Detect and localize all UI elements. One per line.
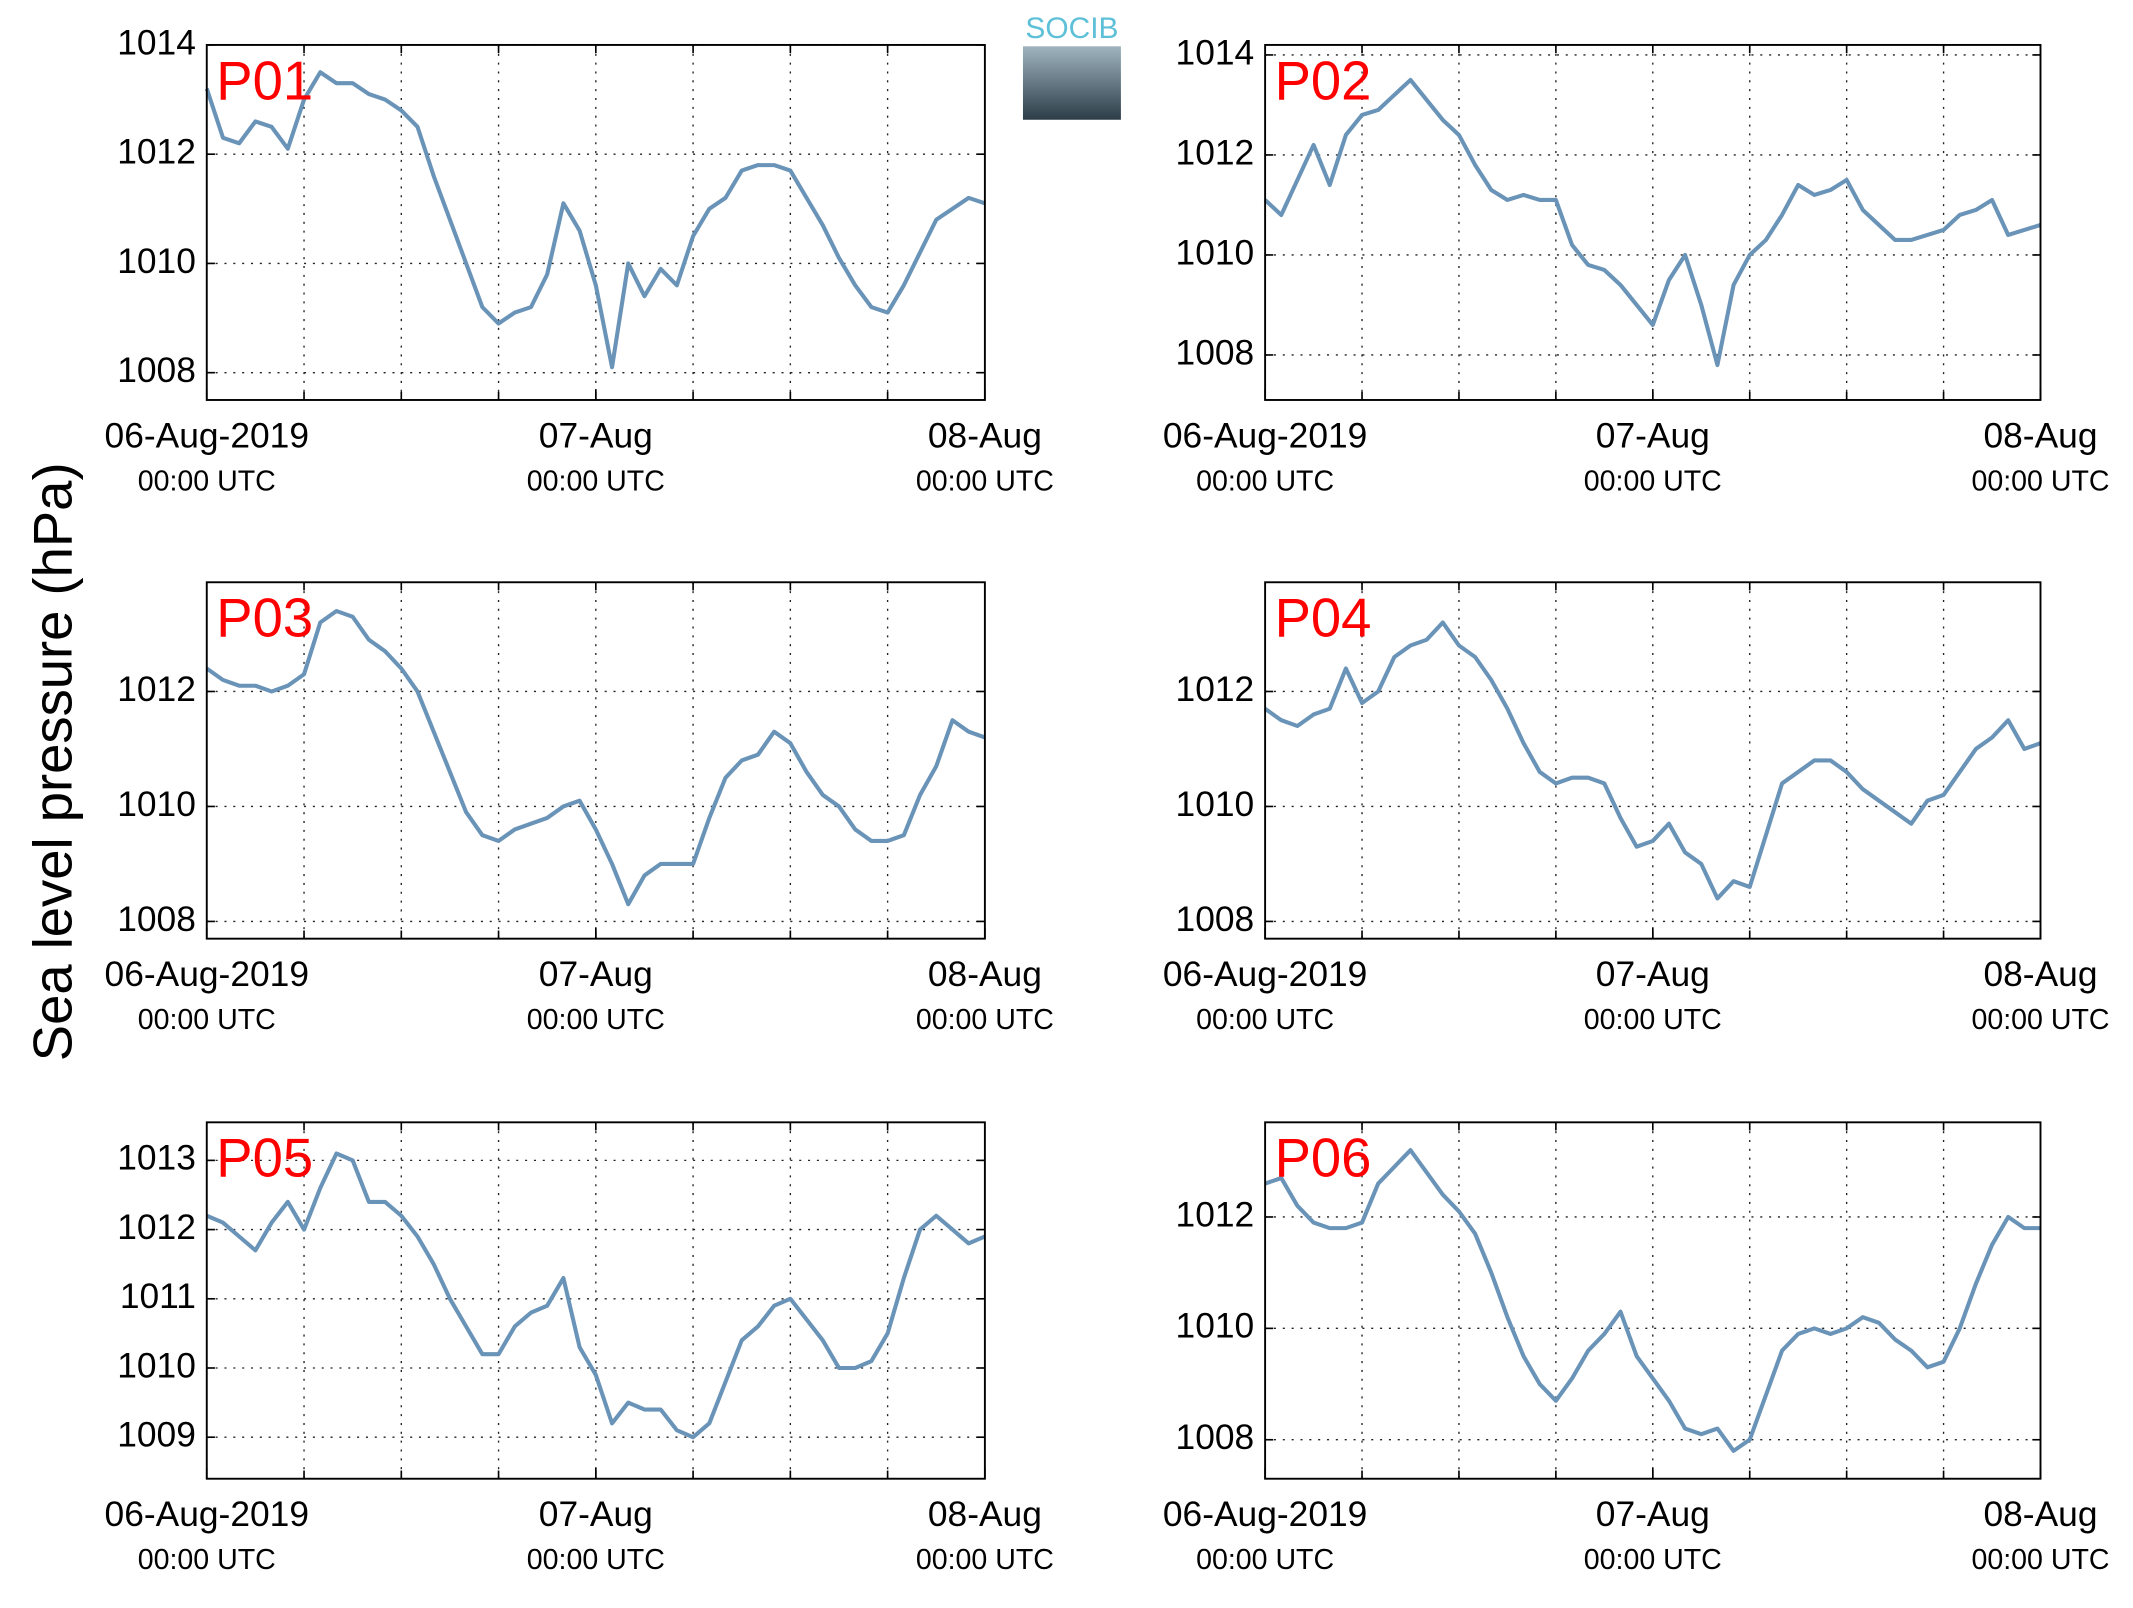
y-tick-label: 1010: [1176, 785, 1255, 824]
data-line: [205, 608, 986, 907]
x-tick-sublabel: 00:00 UTC: [1584, 1544, 1722, 1576]
panel-title: P05: [216, 1128, 313, 1189]
data-line: [205, 1151, 986, 1440]
x-tick-sublabel: 00:00 UTC: [916, 466, 1054, 498]
y-tick-label: 1008: [117, 900, 196, 939]
y-tick-label: 1010: [117, 1346, 196, 1385]
panel: 1009 1010 1011 1012 1013 06-Aug-2019 00:00 UTC…: [105, 1121, 1054, 1576]
x-tick-label: 06-Aug-2019: [105, 1495, 309, 1534]
y-tick-label: 1010: [1176, 233, 1255, 272]
x-tick-sublabel: 00:00 UTC: [1971, 1544, 2109, 1576]
x-tick-sublabel: 00:00 UTC: [1971, 466, 2109, 498]
x-tick-label: 08-Aug: [1983, 416, 2097, 455]
x-tick-label: 07-Aug: [1596, 955, 1710, 994]
panel-title: P01: [216, 50, 313, 111]
x-tick-sublabel: 00:00 UTC: [916, 1004, 1054, 1036]
panel: 1008 1010 1012 1014 06-Aug-2019 00:00 UTC 07-A…: [1163, 33, 2110, 497]
x-tick-sublabel: 00:00 UTC: [1971, 1004, 2109, 1036]
x-tick-label: 07-Aug: [1596, 1495, 1710, 1534]
panel: 1008 1010 1012 06-Aug-2019 00:00 UTC 07-Aug 00…: [1163, 581, 2110, 1036]
x-tick-label: 06-Aug-2019: [105, 416, 309, 455]
x-tick-label: 06-Aug-2019: [1163, 955, 1367, 994]
x-tick-label: 08-Aug: [928, 416, 1042, 455]
y-tick-label: 1012: [117, 1208, 196, 1247]
y-tick-label: 1013: [117, 1139, 196, 1178]
panel-title: P02: [1275, 50, 1372, 111]
x-tick-sublabel: 00:00 UTC: [1196, 466, 1334, 498]
plot-frame: [1264, 1121, 2042, 1480]
y-tick-label: 1009: [117, 1416, 196, 1455]
y-tick-label: 1014: [1176, 33, 1255, 72]
plot-frame: [205, 581, 986, 940]
x-tick-sublabel: 00:00 UTC: [138, 1544, 276, 1576]
x-tick-label: 06-Aug-2019: [1163, 416, 1367, 455]
plot-frame: [1264, 581, 2042, 940]
data-line: [1263, 77, 2042, 368]
x-tick-label: 06-Aug-2019: [1163, 1495, 1367, 1534]
x-tick-sublabel: 00:00 UTC: [1584, 1004, 1722, 1036]
y-tick-label: 1008: [1176, 1418, 1255, 1457]
y-tick-label: 1012: [1176, 133, 1255, 172]
y-tick-label: 1008: [1176, 900, 1255, 939]
y-tick-label: 1012: [1176, 670, 1255, 709]
plot-frame: [1264, 43, 2042, 401]
panel: 1008 1010 1012 1014 06-Aug-2019 00:00 UTC 07-A…: [105, 23, 1054, 497]
x-tick-sublabel: 00:00 UTC: [138, 466, 276, 498]
x-tick-sublabel: 00:00 UTC: [1196, 1004, 1334, 1036]
data-line: [1263, 620, 2042, 901]
data-line: [204, 70, 986, 370]
panel-title: P06: [1275, 1128, 1372, 1189]
logo: SOCIB: [1025, 12, 1118, 45]
panel: 1008 1010 1012 06-Aug-2019 00:00 UTC 07-Aug 00…: [105, 581, 1054, 1036]
y-tick-label: 1011: [120, 1277, 196, 1316]
plot-frame: [205, 1121, 986, 1480]
x-tick-label: 08-Aug: [1983, 1495, 2097, 1534]
data-line: [1264, 1148, 2041, 1453]
y-tick-label: 1010: [117, 242, 196, 281]
x-tick-label: 06-Aug-2019: [105, 955, 309, 994]
x-tick-sublabel: 00:00 UTC: [527, 1544, 665, 1576]
x-tick-sublabel: 00:00 UTC: [138, 1004, 276, 1036]
x-tick-sublabel: 00:00 UTC: [1196, 1544, 1334, 1576]
y-tick-label: 1008: [1176, 333, 1255, 372]
y-tick-label: 1014: [117, 23, 196, 62]
x-tick-label: 07-Aug: [539, 1495, 653, 1534]
x-tick-sublabel: 00:00 UTC: [1584, 466, 1722, 498]
y-tick-label: 1012: [117, 133, 196, 172]
x-tick-sublabel: 00:00 UTC: [916, 1544, 1054, 1576]
y-tick-label: 1012: [1176, 1195, 1255, 1234]
y-tick-label: 1012: [117, 670, 196, 709]
panel-title: P03: [216, 588, 313, 649]
panel-title: P04: [1275, 588, 1372, 649]
x-tick-sublabel: 00:00 UTC: [527, 466, 665, 498]
x-tick-label: 07-Aug: [539, 416, 653, 455]
y-axis-label: Sea level pressure (hPa): [23, 462, 84, 1061]
panel: 1008 1010 1012 06-Aug-2019 00:00 UTC 07-Aug 00…: [1163, 1121, 2110, 1576]
x-tick-label: 07-Aug: [1596, 416, 1710, 455]
x-tick-label: 08-Aug: [928, 1495, 1042, 1534]
logo-box: [1022, 46, 1121, 120]
plot-frame: [205, 43, 986, 401]
x-tick-label: 08-Aug: [1983, 955, 2097, 994]
x-tick-label: 08-Aug: [928, 955, 1042, 994]
x-tick-sublabel: 00:00 UTC: [527, 1004, 665, 1036]
y-tick-label: 1010: [1176, 1307, 1255, 1346]
y-tick-label: 1010: [117, 785, 196, 824]
x-tick-label: 07-Aug: [539, 955, 653, 994]
y-tick-label: 1008: [117, 351, 196, 390]
